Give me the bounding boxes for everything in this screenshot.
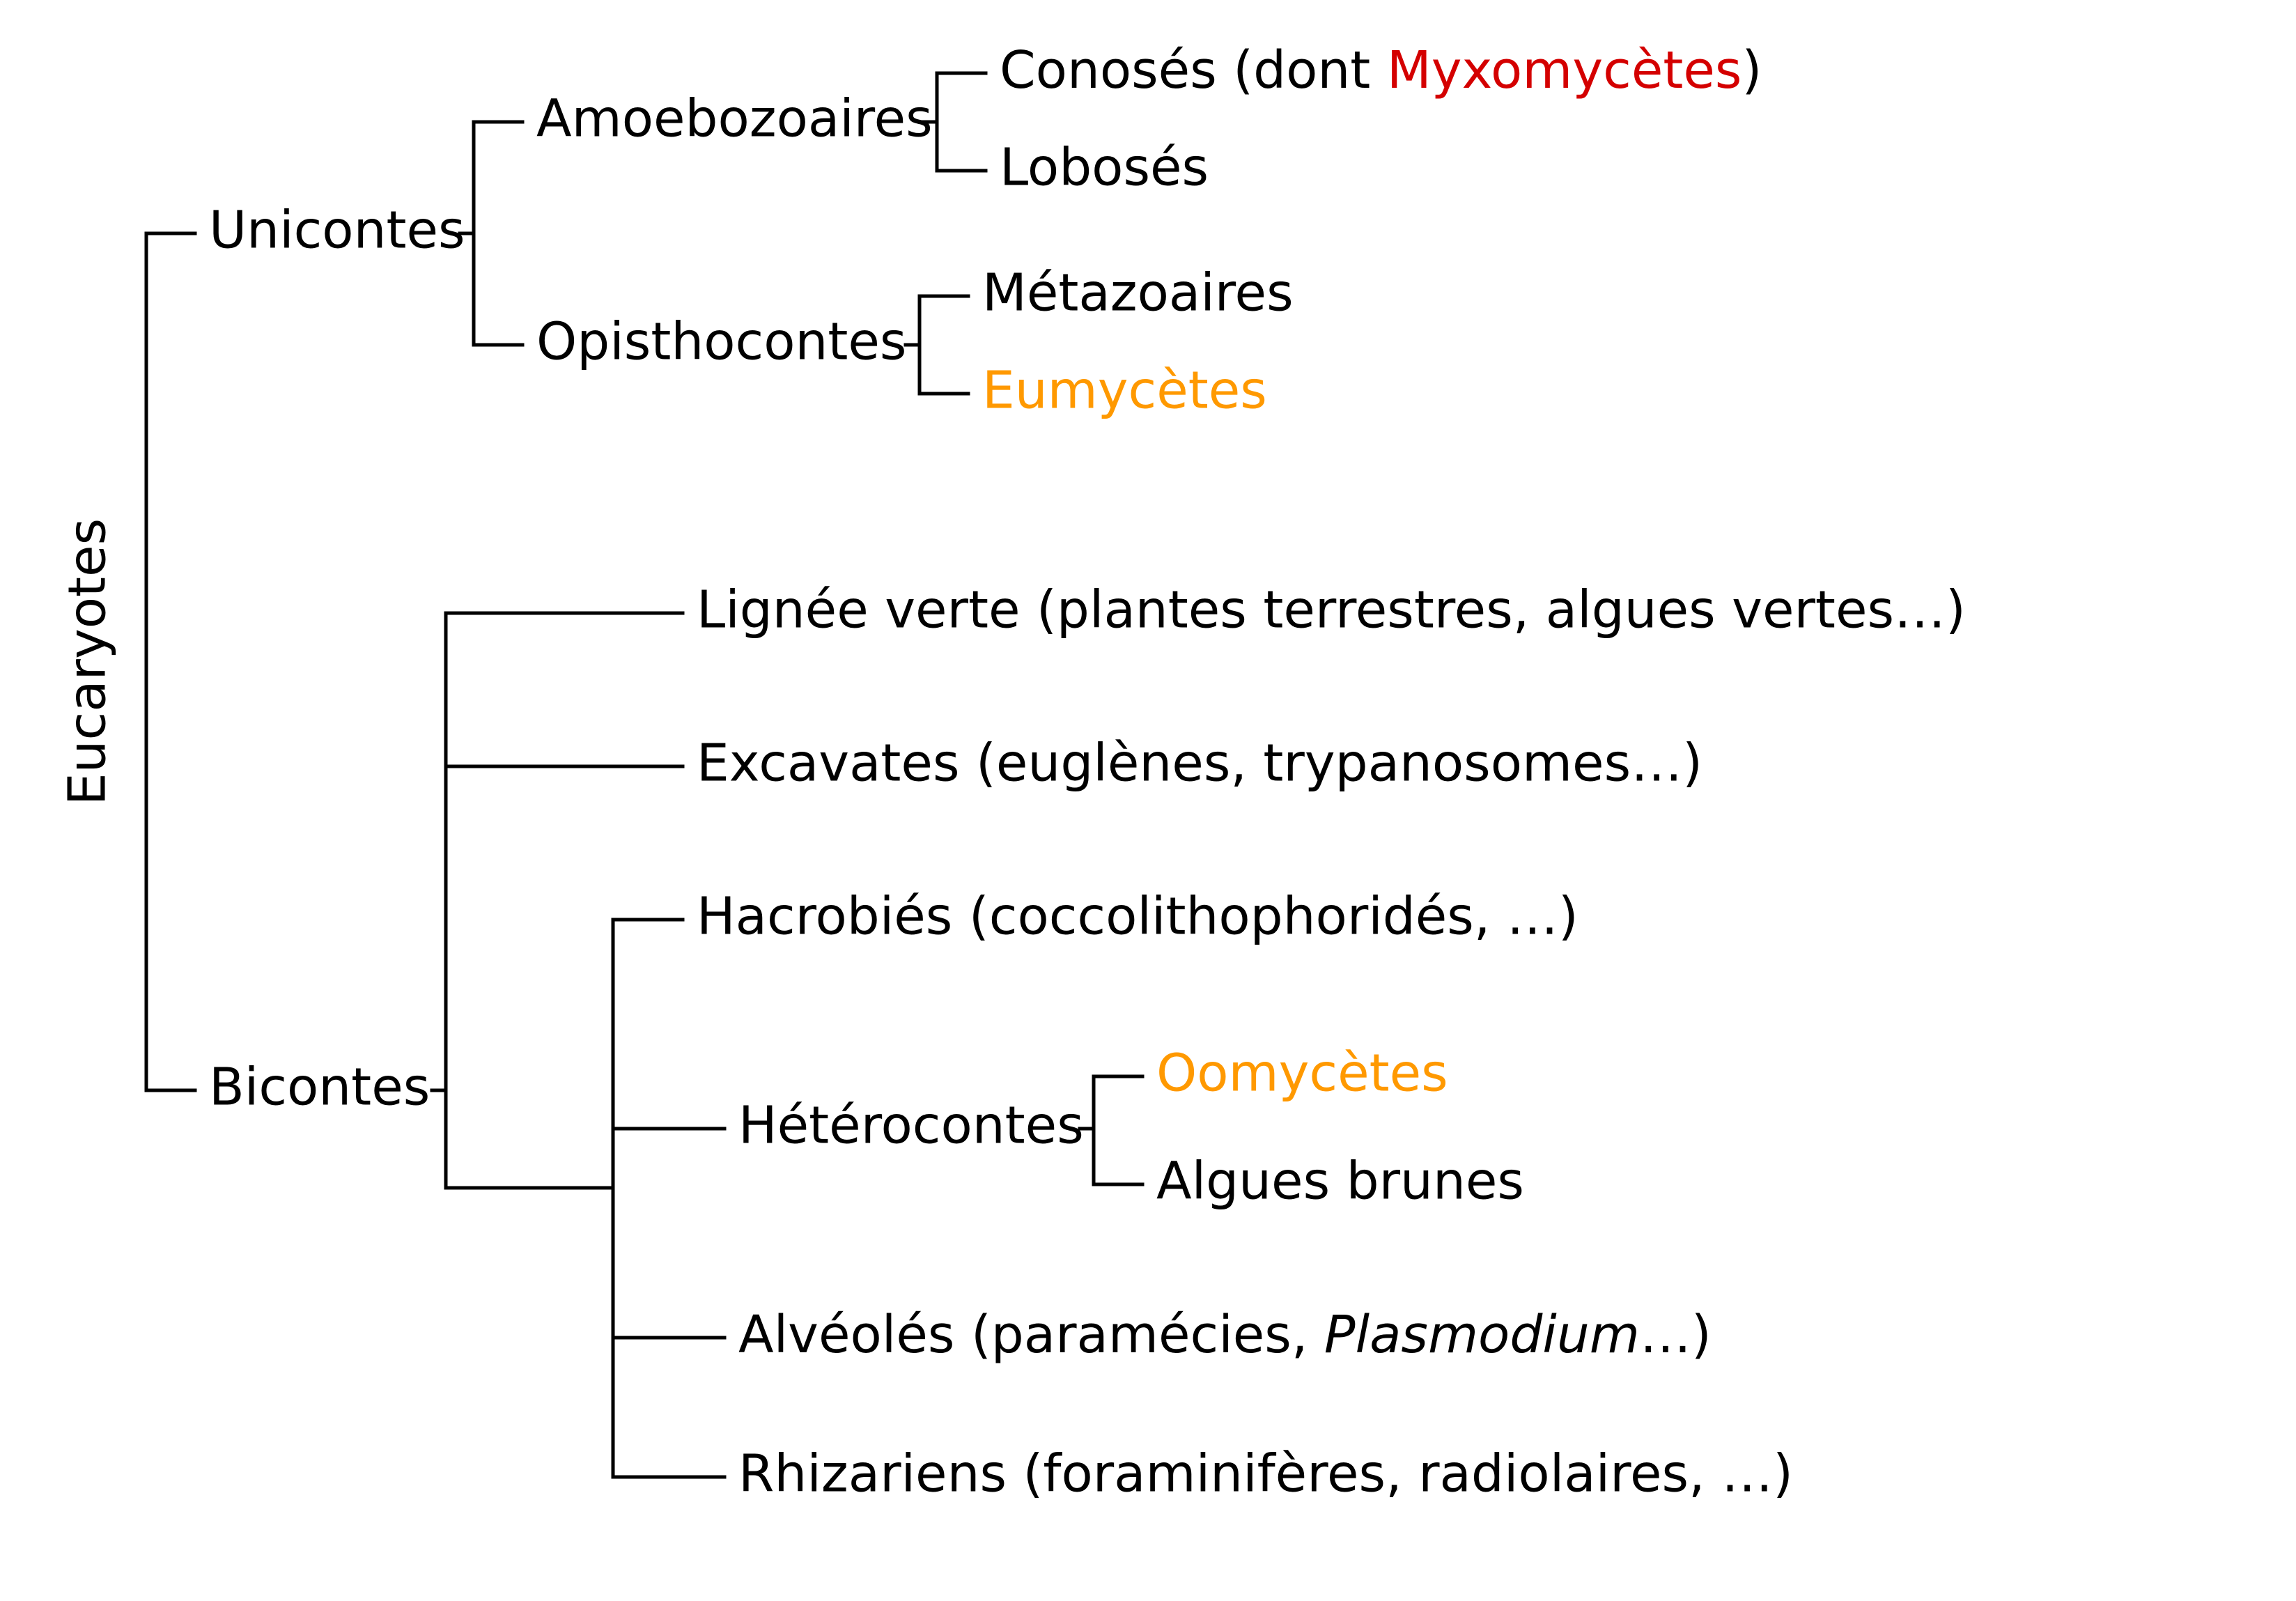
leaf-alveoles: Alvéolés (paramécies, Plasmodium…) [738, 1305, 1712, 1365]
leaf-conoses: Conosés (dont Myxomycètes) [1000, 40, 1762, 100]
node-amoebozoaires: Amoebozoaires [536, 89, 933, 149]
phylogenetic-tree: Eucaryotes Unicontes Amoebozoaires Conosés … [0, 0, 2296, 1601]
leaf-metazoaires: Métazoaires [982, 263, 1294, 323]
node-bicontes: Bicontes [209, 1058, 430, 1117]
node-heterocontes: Hétérocontes [738, 1096, 1084, 1156]
node-unicontes: Unicontes [209, 201, 465, 261]
leaf-excavates: Excavates (euglènes, trypanosomes…) [697, 734, 1702, 794]
node-opisthocontes: Opisthocontes [536, 312, 906, 372]
leaf-loboses: Lobosés [1000, 138, 1209, 198]
leaf-eumycetes: Eumycètes [982, 361, 1267, 421]
leaf-lignee-verte: Lignée verte (plantes terrestres, algues… [697, 580, 1966, 640]
leaf-algues-brunes: Algues brunes [1156, 1152, 1524, 1212]
node-eucaryotes: Eucaryotes [58, 518, 118, 805]
leaf-hacrobies: Hacrobiés (coccolithophoridés, …) [697, 887, 1578, 947]
leaf-rhizariens: Rhizariens (foraminifères, radiolaires, … [738, 1444, 1793, 1504]
leaf-oomycetes: Oomycètes [1156, 1044, 1448, 1104]
